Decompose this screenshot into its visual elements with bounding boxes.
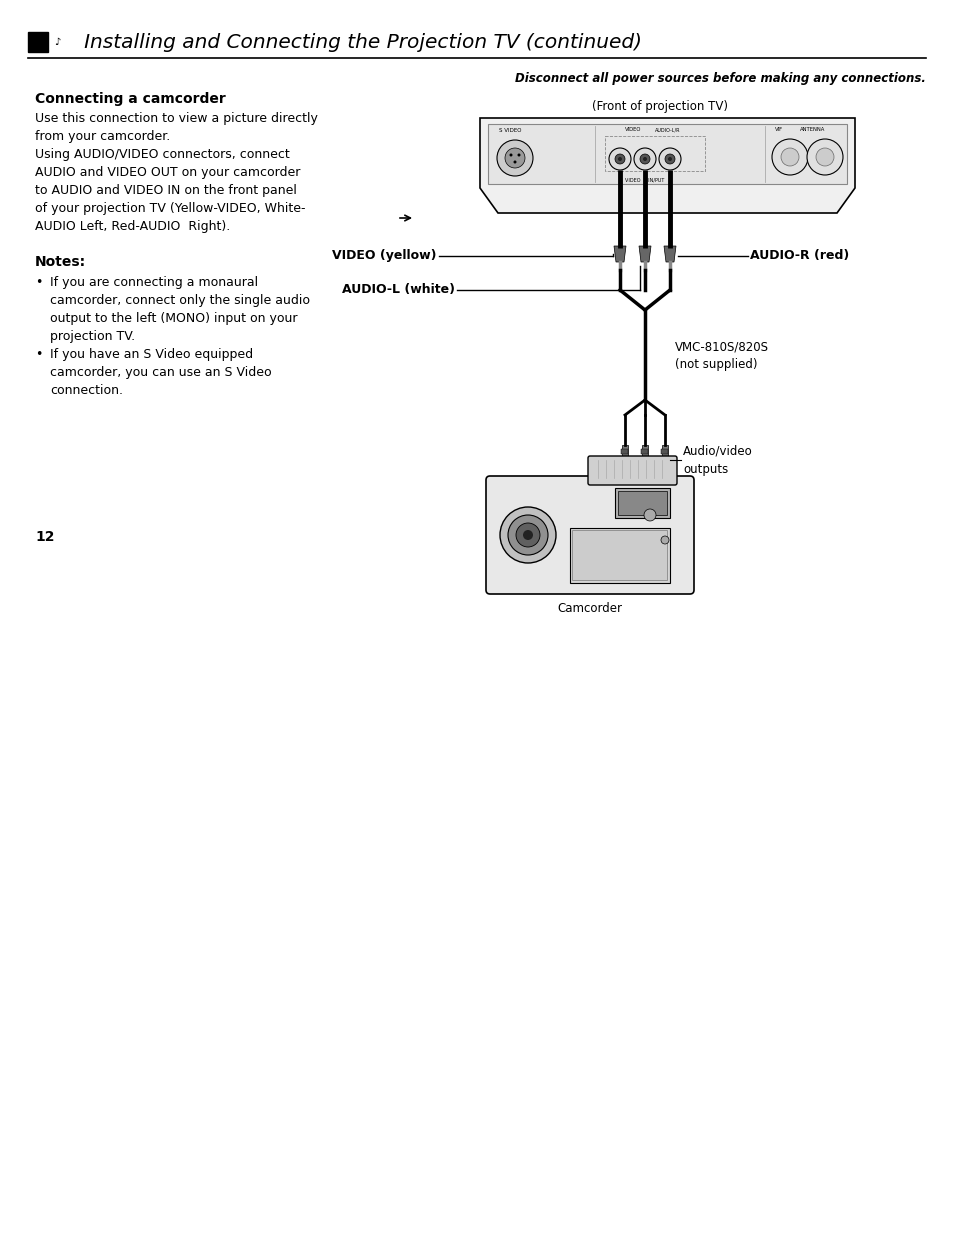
Circle shape xyxy=(781,148,799,166)
Text: VIDEO: VIDEO xyxy=(624,127,640,132)
Circle shape xyxy=(643,509,656,522)
Text: Notes:: Notes: xyxy=(35,255,86,269)
Circle shape xyxy=(667,157,671,162)
Circle shape xyxy=(507,515,547,555)
Text: 12: 12 xyxy=(35,530,54,544)
Circle shape xyxy=(815,148,833,166)
Polygon shape xyxy=(614,247,625,261)
Bar xyxy=(621,445,627,461)
Circle shape xyxy=(522,530,533,540)
Text: ANTENNA: ANTENNA xyxy=(800,127,824,132)
Bar xyxy=(620,449,628,454)
Bar xyxy=(572,530,666,580)
Text: VIDEO (yellow): VIDEO (yellow) xyxy=(333,249,436,263)
Text: Use this connection to view a picture directly
from your camcorder.: Use this connection to view a picture di… xyxy=(35,112,317,143)
Circle shape xyxy=(504,148,524,168)
Bar xyxy=(623,461,626,469)
Text: ♪: ♪ xyxy=(54,37,60,47)
Bar xyxy=(643,461,646,469)
Polygon shape xyxy=(663,247,676,261)
Polygon shape xyxy=(639,247,650,261)
Bar xyxy=(641,445,647,461)
Text: Disconnect all power sources before making any connections.: Disconnect all power sources before maki… xyxy=(515,72,925,85)
Polygon shape xyxy=(479,118,854,213)
Circle shape xyxy=(608,148,630,170)
Circle shape xyxy=(664,154,675,164)
Text: Connecting a camcorder: Connecting a camcorder xyxy=(35,92,226,106)
Circle shape xyxy=(497,141,533,176)
Bar xyxy=(569,528,669,583)
Text: If you are connecting a monaural
camcorder, connect only the single audio
output: If you are connecting a monaural camcord… xyxy=(50,276,310,343)
Text: VIF: VIF xyxy=(774,127,782,132)
Circle shape xyxy=(517,153,520,157)
Bar xyxy=(615,488,669,518)
FancyBboxPatch shape xyxy=(485,476,693,594)
Text: •: • xyxy=(35,276,42,289)
Text: VMC-810S/820S
(not supplied): VMC-810S/820S (not supplied) xyxy=(675,340,768,371)
Bar xyxy=(618,491,666,515)
Bar xyxy=(604,136,704,171)
Circle shape xyxy=(806,139,842,175)
Text: S VIDEO: S VIDEO xyxy=(498,128,520,133)
Circle shape xyxy=(516,523,539,547)
Circle shape xyxy=(659,148,680,170)
Bar xyxy=(488,125,846,184)
Text: If you have an S Video equipped
camcorder, you can use an S Video
connection.: If you have an S Video equipped camcorde… xyxy=(50,348,272,397)
Text: •: • xyxy=(35,348,42,361)
Text: Camcorder: Camcorder xyxy=(557,602,622,615)
Bar xyxy=(28,32,48,52)
FancyBboxPatch shape xyxy=(587,456,677,485)
Bar xyxy=(660,449,668,454)
Circle shape xyxy=(660,536,668,544)
Text: Using AUDIO/VIDEO connectors, connect
AUDIO and VIDEO OUT on your camcorder
to A: Using AUDIO/VIDEO connectors, connect AU… xyxy=(35,148,305,233)
Bar xyxy=(661,445,667,461)
Circle shape xyxy=(513,160,516,164)
Text: Installing and Connecting the Projection TV (continued): Installing and Connecting the Projection… xyxy=(65,32,641,52)
Bar xyxy=(662,461,666,469)
Bar xyxy=(640,449,648,454)
Circle shape xyxy=(639,154,649,164)
Text: Audio/video
outputs: Audio/video outputs xyxy=(682,445,752,476)
Circle shape xyxy=(618,157,621,162)
Circle shape xyxy=(771,139,807,175)
Text: AUDIO-R (red): AUDIO-R (red) xyxy=(749,249,848,263)
Circle shape xyxy=(642,157,646,162)
Circle shape xyxy=(634,148,656,170)
Text: AUDIO-L/R: AUDIO-L/R xyxy=(655,127,679,132)
Circle shape xyxy=(509,153,512,157)
Text: VIDEO  2 IN/PUT: VIDEO 2 IN/PUT xyxy=(624,178,664,182)
Text: AUDIO-L (white): AUDIO-L (white) xyxy=(341,284,455,296)
Circle shape xyxy=(615,154,624,164)
Text: (Front of projection TV): (Front of projection TV) xyxy=(592,100,727,113)
Circle shape xyxy=(499,507,556,563)
